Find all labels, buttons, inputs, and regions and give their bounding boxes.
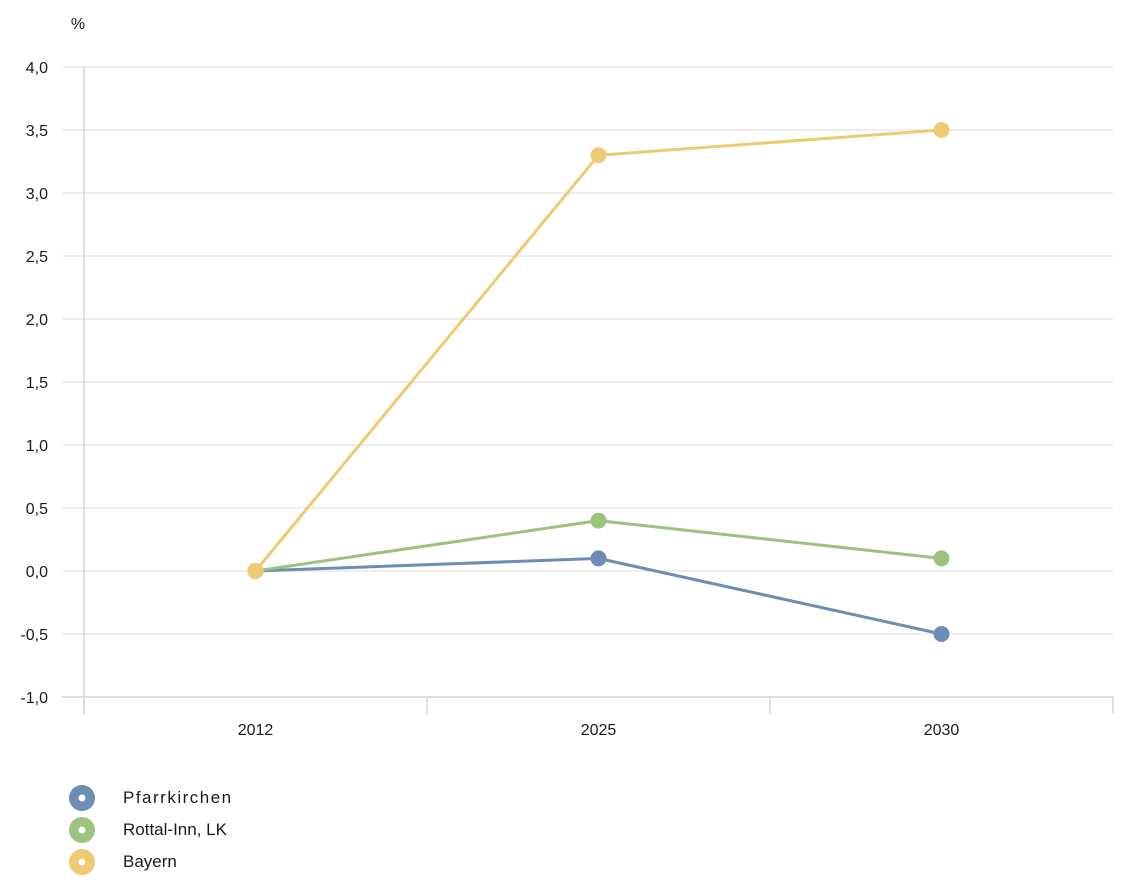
series-points xyxy=(247,122,950,642)
gridlines xyxy=(62,66,1113,698)
x-tick-label: 2030 xyxy=(924,722,960,739)
legend-item-rottal-inn[interactable]: Rottal-Inn, LK xyxy=(68,814,233,846)
data-point xyxy=(590,512,607,529)
y-tick-label: 1,0 xyxy=(26,438,48,455)
legend: Pfarrkirchen Rottal-Inn, LK Bayern xyxy=(68,782,233,878)
legend-marker-icon xyxy=(68,816,96,844)
x-axis: 2012 2025 2030 xyxy=(62,67,1114,739)
legend-marker-icon xyxy=(68,848,96,876)
y-tick-label: -0,5 xyxy=(20,627,48,644)
x-tick-label: 2025 xyxy=(581,722,617,739)
data-point xyxy=(590,550,607,567)
series-line xyxy=(255,556,942,636)
legend-item-bayern[interactable]: Bayern xyxy=(68,846,233,878)
y-axis-ticks: -1,0 -0,5 0,0 0,5 1,0 1,5 2,0 2,5 3,0 3,5 4,0 xyxy=(20,60,48,707)
y-tick-label: 4,0 xyxy=(26,60,48,77)
data-point xyxy=(933,626,950,642)
y-tick-label: 0,5 xyxy=(26,501,48,518)
y-tick-label: 1,5 xyxy=(26,375,48,392)
data-point xyxy=(247,563,264,579)
y-axis-unit-label: % xyxy=(71,16,85,33)
line-chart: % -1,0 -0,5 0,0 0,5 1,0 1,5 2,0 2,5 3,0 3,5 4,0 20… xyxy=(20,16,1114,739)
y-tick-label: -1,0 xyxy=(20,690,48,707)
legend-marker-circle-icon xyxy=(69,785,95,811)
y-tick-label: 3,5 xyxy=(26,123,48,140)
legend-marker-circle-icon xyxy=(69,849,95,875)
x-tick-label: 2012 xyxy=(238,722,274,739)
legend-label: Rottal-Inn, LK xyxy=(123,820,227,839)
legend-label: Pfarrkirchen xyxy=(123,788,233,807)
data-point xyxy=(933,122,950,138)
y-tick-label: 2,0 xyxy=(26,312,48,329)
legend-marker-icon xyxy=(68,784,96,812)
series-line xyxy=(254,128,942,572)
legend-marker-circle-icon xyxy=(69,817,95,843)
y-tick-label: 0,0 xyxy=(26,564,48,581)
legend-item-pfarrkirchen[interactable]: Pfarrkirchen xyxy=(68,782,233,814)
legend-label: Bayern xyxy=(123,852,177,871)
y-tick-label: 3,0 xyxy=(26,186,48,203)
data-point xyxy=(590,147,607,164)
data-point xyxy=(933,550,950,567)
y-tick-label: 2,5 xyxy=(26,249,48,266)
